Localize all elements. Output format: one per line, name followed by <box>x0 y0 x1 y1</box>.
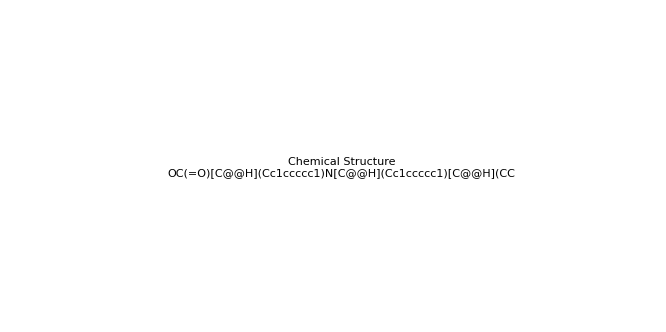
Text: Chemical Structure
OC(=O)[C@@H](Cc1ccccc1)N[C@@H](Cc1ccccc1)[C@@H](CC: Chemical Structure OC(=O)[C@@H](Cc1ccccc… <box>167 157 515 179</box>
